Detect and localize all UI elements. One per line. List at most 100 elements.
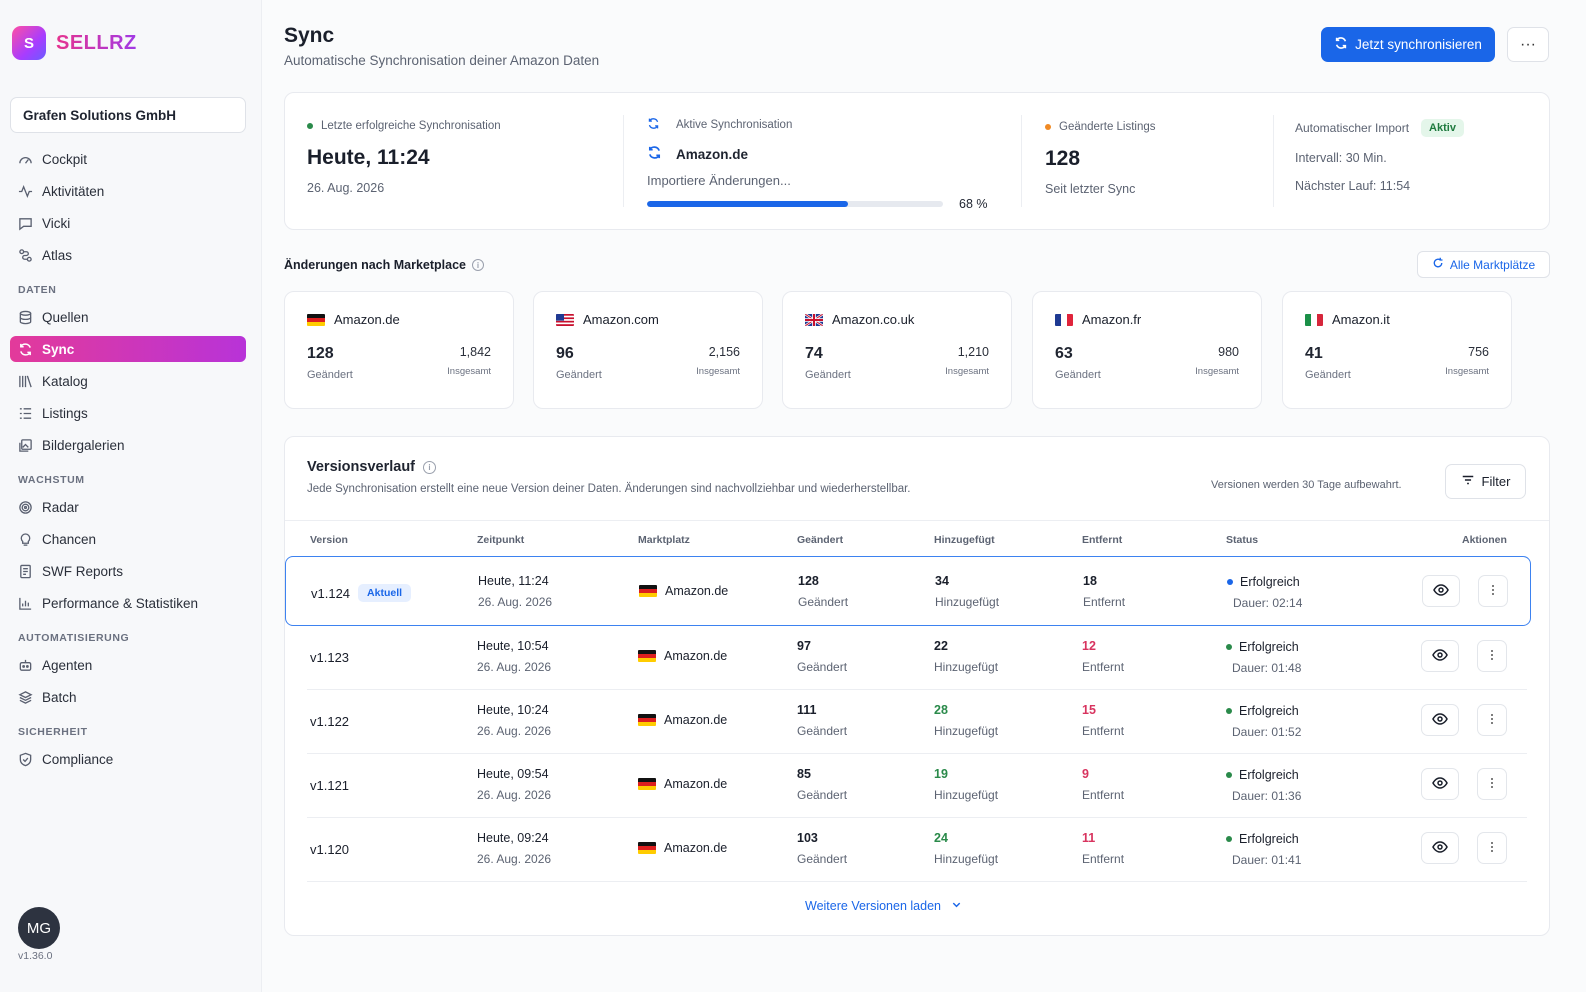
nav-label: Atlas <box>42 247 73 263</box>
marketplace-card-it[interactable]: Amazon.it 41 Geändert 756 Insgesamt <box>1282 291 1512 409</box>
marketplace-card-fr[interactable]: Amazon.fr 63 Geändert 980 Insgesamt <box>1032 291 1262 409</box>
column-header[interactable]: Geändert <box>797 534 844 546</box>
column-header[interactable]: Status <box>1226 534 1259 546</box>
app-version: v1.36.0 <box>18 950 53 962</box>
divider <box>1021 115 1022 207</box>
nav-item-chancen[interactable]: Chancen <box>10 526 246 552</box>
eye-icon <box>1432 839 1448 858</box>
nav-item-quellen[interactable]: Quellen <box>10 304 246 330</box>
filter-button[interactable]: Filter <box>1445 464 1526 499</box>
removed-label: Entfernt <box>1082 724 1125 738</box>
marketplace-changed-label: Geändert <box>805 369 851 381</box>
germany-flag-icon <box>638 778 656 790</box>
nav-item-swf-reports[interactable]: SWF Reports <box>10 558 246 584</box>
page-subtitle: Automatische Synchronisation deiner Amaz… <box>284 53 600 68</box>
column-header[interactable]: Version <box>310 534 348 546</box>
row-menu-button[interactable] <box>1477 768 1507 800</box>
view-button[interactable] <box>1421 768 1459 800</box>
table-row[interactable]: v1.120 Heute, 09:24 26. Aug. 2026 Amazon.… <box>307 818 1527 882</box>
marketplace-name: Amazon.it <box>1332 312 1390 327</box>
nav-item-sync[interactable]: Sync <box>10 336 246 362</box>
added-count: 28 <box>934 703 948 717</box>
added-label: Hinzugefügt <box>935 595 1000 609</box>
status-text: Erfolgreich <box>1239 640 1299 654</box>
more-options-button[interactable]: ··· <box>1507 27 1549 62</box>
marketplace-card-us[interactable]: Amazon.com 96 Geändert 2,156 Insgesamt <box>533 291 763 409</box>
nav-item-agenten[interactable]: Agenten <box>10 652 246 678</box>
marketplace-changed: 74 <box>805 345 823 362</box>
org-selector[interactable]: Grafen Solutions GmbH <box>10 97 246 133</box>
all-marketplaces-button[interactable]: Alle Marktplätze <box>1417 251 1550 278</box>
info-icon[interactable]: i <box>472 259 484 271</box>
gallery-icon <box>18 438 33 453</box>
sidebar: S SELLRZ Grafen Solutions GmbH Cockpit A… <box>0 0 262 992</box>
table-row[interactable]: v1.122 Heute, 10:24 26. Aug. 2026 Amazon.… <box>307 690 1527 754</box>
nav-label: Agenten <box>42 657 93 673</box>
nav-label: Compliance <box>42 751 114 767</box>
eye-icon <box>1432 775 1448 794</box>
nav-item-compliance[interactable]: Compliance <box>10 746 246 772</box>
filter-label: Filter <box>1481 474 1511 489</box>
progress-fill <box>647 201 849 207</box>
column-header[interactable]: Zeitpunkt <box>477 534 525 546</box>
changed-count: 85 <box>797 767 811 781</box>
nav-item-batch[interactable]: Batch <box>10 684 246 710</box>
marketplace-total: 1,842 <box>459 345 491 359</box>
sync-duration: Dauer: 01:36 <box>1232 789 1302 803</box>
nav-label: Cockpit <box>42 151 88 167</box>
view-button[interactable] <box>1421 640 1459 672</box>
version-number: v1.120 <box>310 842 350 857</box>
status-dot <box>1226 708 1232 714</box>
changed-count: 97 <box>797 639 811 653</box>
nav-item-atlas[interactable]: Atlas <box>10 242 246 268</box>
main-content: Sync Automatische Synchronisation deiner… <box>262 0 1586 992</box>
marketplace-name: Amazon.de <box>334 312 400 327</box>
version-date: 26. Aug. 2026 <box>477 852 552 866</box>
table-row[interactable]: v1.123 Heute, 10:54 26. Aug. 2026 Amazon.… <box>307 626 1527 690</box>
view-button[interactable] <box>1421 832 1459 864</box>
added-label: Hinzugefügt <box>934 724 999 738</box>
row-menu-button[interactable] <box>1477 832 1507 864</box>
table-row[interactable]: v1.124 Aktuell Heute, 11:24 26. Aug. 2026 … <box>285 556 1531 626</box>
column-header[interactable]: Entfernt <box>1082 534 1123 546</box>
marketplace-total: 756 <box>1468 345 1489 359</box>
table-row[interactable]: v1.121 Heute, 09:54 26. Aug. 2026 Amazon.… <box>307 754 1527 818</box>
nav-item-aktivitaeten[interactable]: Aktivitäten <box>10 178 246 204</box>
import-next-run: Nächster Lauf: 11:54 <box>1295 179 1411 193</box>
sync-duration: Dauer: 01:41 <box>1232 853 1302 867</box>
nav-item-vicki[interactable]: Vicki <box>10 210 246 236</box>
row-menu-button[interactable] <box>1478 575 1508 607</box>
marketplace-changed: 63 <box>1055 345 1073 362</box>
marketplace-card-de[interactable]: Amazon.de 128 Geändert 1,842 Insgesamt <box>284 291 514 409</box>
added-count: 24 <box>934 831 948 845</box>
sync-icon <box>1334 36 1348 53</box>
nav-item-radar[interactable]: Radar <box>10 494 246 520</box>
view-button[interactable] <box>1421 704 1459 736</box>
added-label: Hinzugefügt <box>934 788 999 802</box>
changed-label: Geändert <box>798 595 849 609</box>
nav-item-listings[interactable]: Listings <box>10 400 246 426</box>
nav-item-bildergalerien[interactable]: Bildergalerien <box>10 432 246 458</box>
status-dot <box>307 123 313 129</box>
info-icon[interactable]: i <box>423 460 436 474</box>
chat-icon <box>18 216 33 231</box>
row-menu-button[interactable] <box>1477 640 1507 672</box>
nav-item-performance[interactable]: Performance & Statistiken <box>10 590 246 616</box>
avatar[interactable]: MG <box>18 907 60 949</box>
column-header[interactable]: Marktplatz <box>638 534 690 546</box>
load-more-versions-link[interactable]: Weitere Versionen laden <box>805 899 962 913</box>
sync-now-button[interactable]: Jetzt synchronisieren <box>1321 27 1495 62</box>
version-date: 26. Aug. 2026 <box>478 595 553 609</box>
marketplace-total-label: Insgesamt <box>447 366 491 377</box>
nav-label: Katalog <box>42 373 88 389</box>
marketplace-card-uk[interactable]: Amazon.co.uk 74 Geändert 1,210 Insgesamt <box>782 291 1012 409</box>
report-icon <box>18 564 33 579</box>
changed-count: 103 <box>797 831 818 845</box>
logo[interactable]: S SELLRZ <box>12 26 137 60</box>
view-button[interactable] <box>1422 575 1460 607</box>
nav-item-katalog[interactable]: Katalog <box>10 368 246 394</box>
row-menu-button[interactable] <box>1477 704 1507 736</box>
nav-item-cockpit[interactable]: Cockpit <box>10 146 246 172</box>
activity-icon <box>18 184 33 199</box>
column-header[interactable]: Hinzugefügt <box>934 534 995 546</box>
